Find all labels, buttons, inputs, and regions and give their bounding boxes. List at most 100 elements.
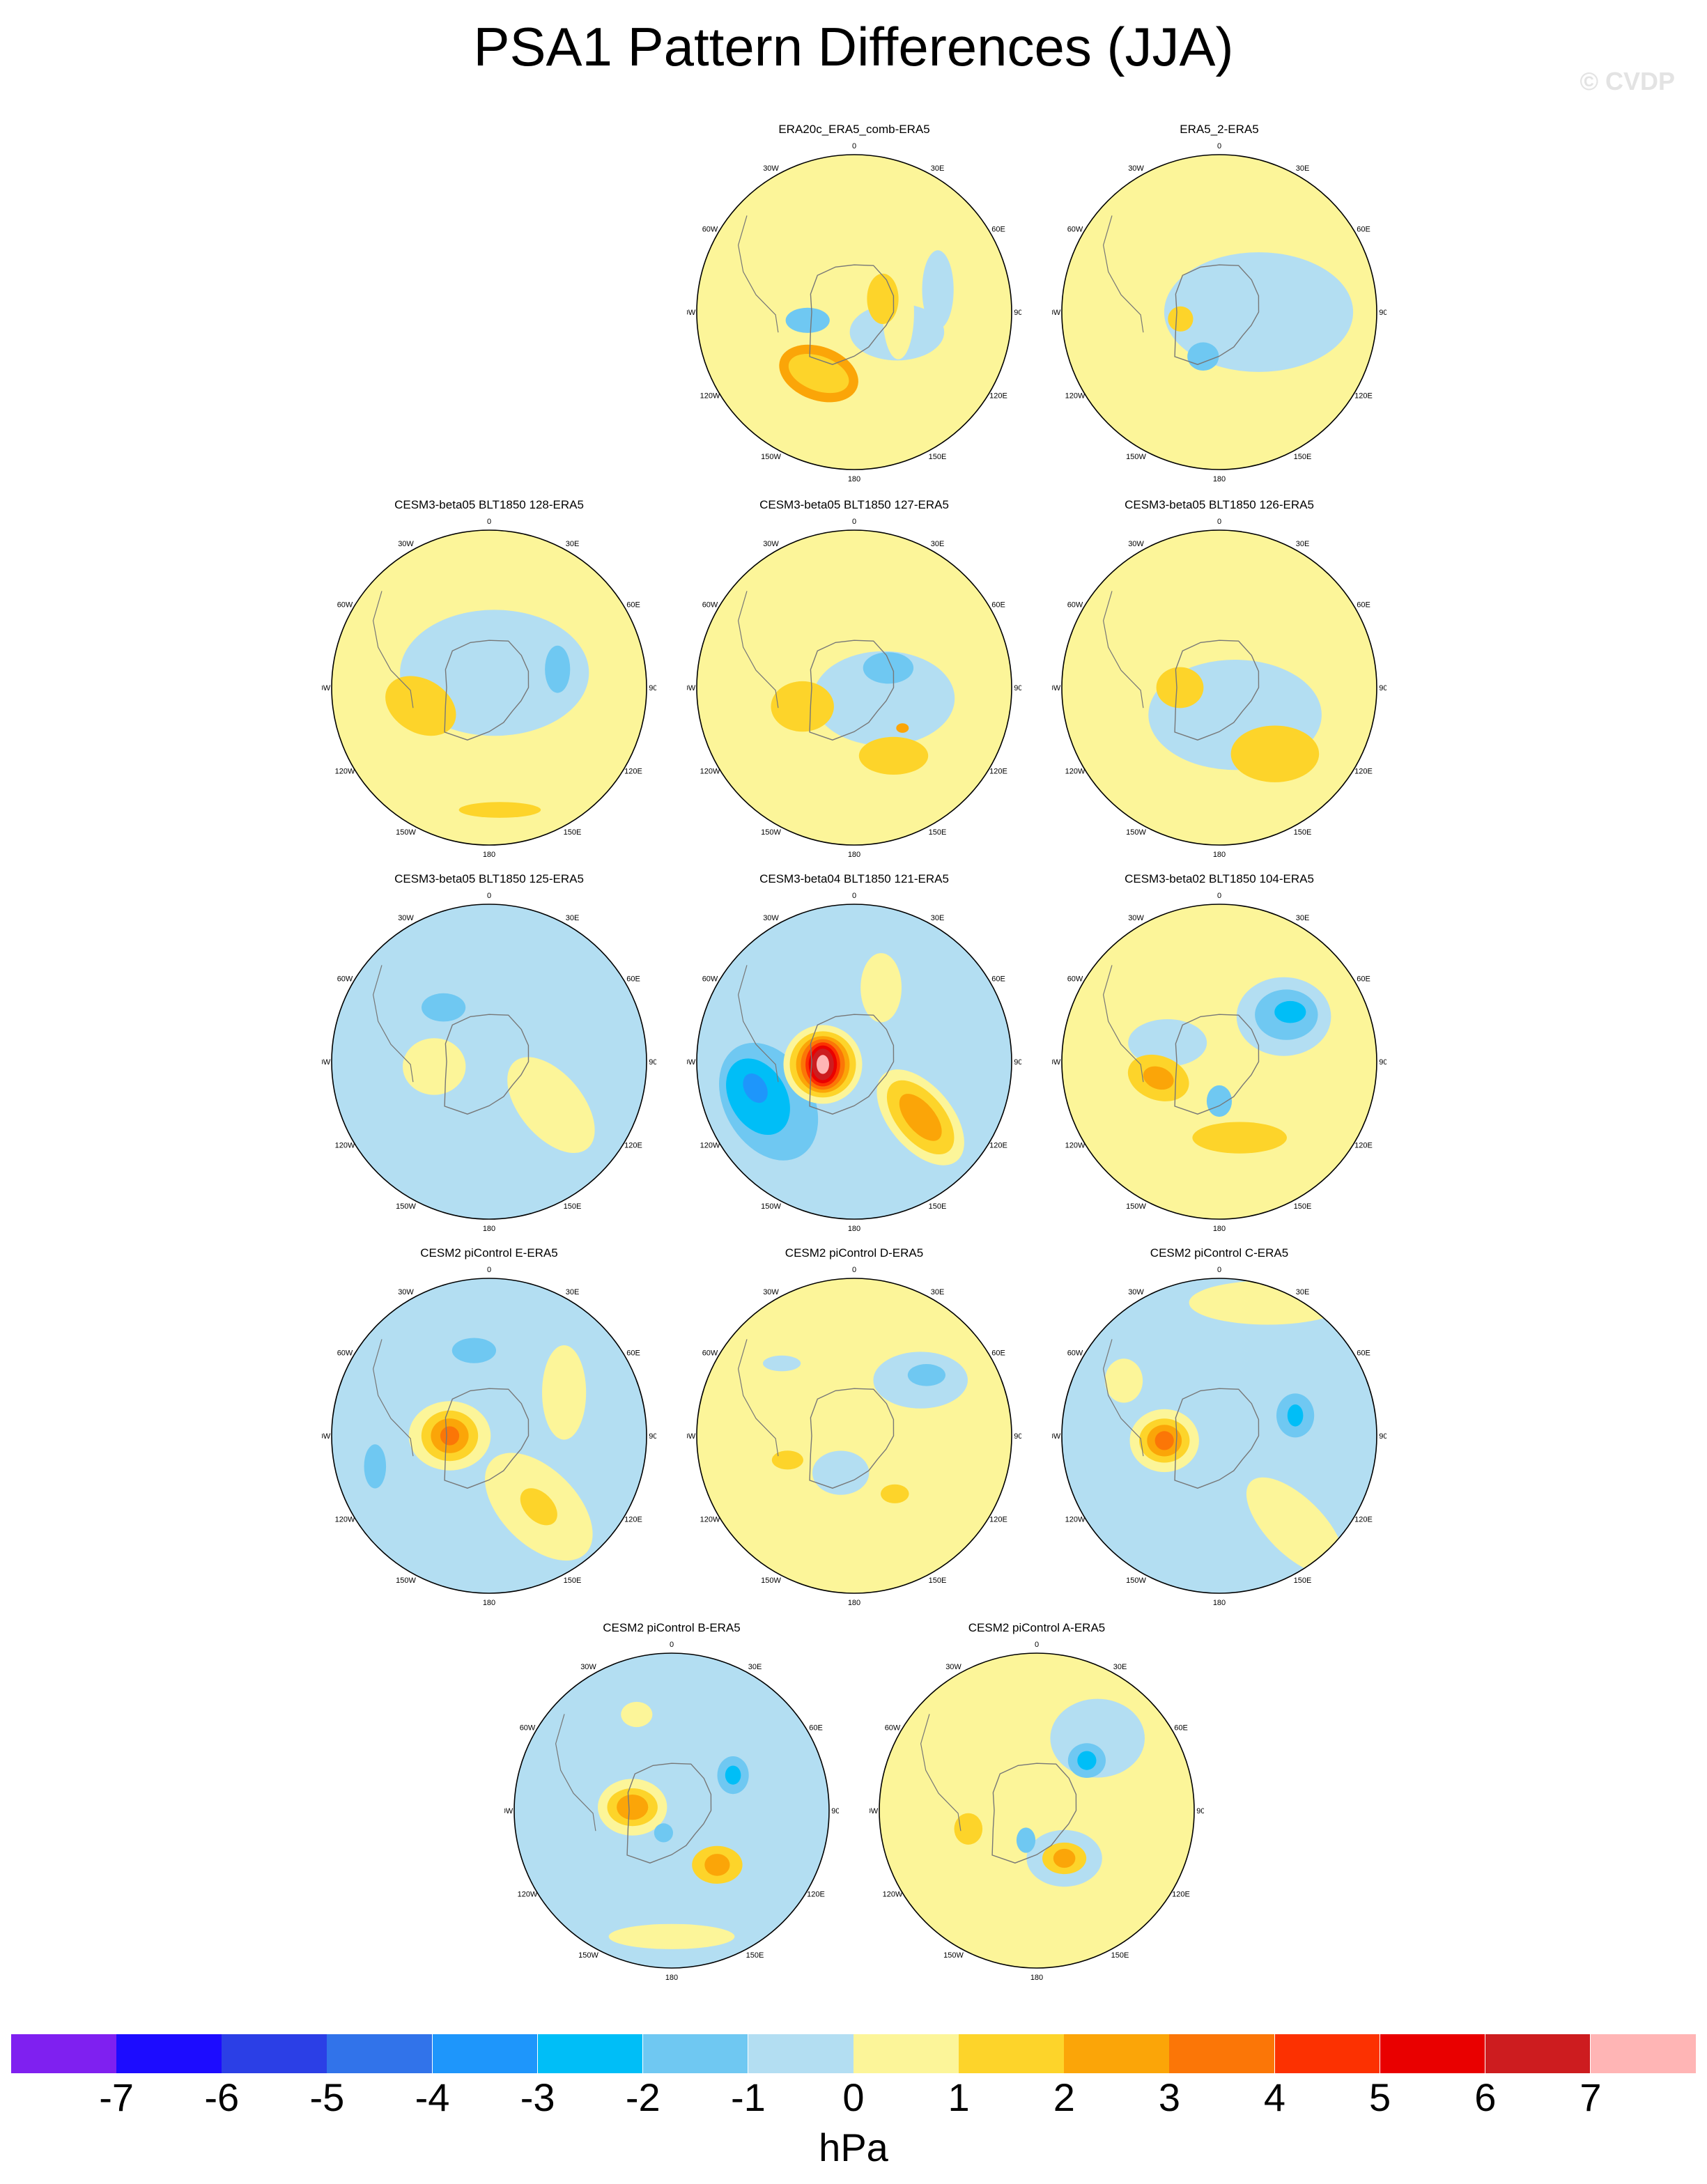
longitude-label: 90W (1052, 684, 1061, 692)
colorbar-tick-label: 6 (1474, 2075, 1497, 2119)
antarctica-coastline (1174, 640, 1260, 741)
longitude-label: 150E (929, 453, 947, 461)
polar-map: 0 30E 60E 90E 120E 150E 180 150W 120W 90W 60W 30W (1052, 1266, 1387, 1607)
longitude-label: 180 (1213, 1599, 1226, 1607)
anomaly-contour (922, 250, 954, 330)
map-border (513, 1652, 830, 1969)
longitude-label: 120E (624, 768, 642, 776)
colorbar-tick-label: 4 (1263, 2075, 1286, 2119)
longitude-label: 60E (626, 1349, 640, 1358)
map-border (1061, 529, 1377, 846)
longitude-label: 150W (1126, 453, 1146, 461)
longitude-label: 120W (700, 1142, 720, 1150)
longitude-label: 30W (763, 164, 779, 173)
antarctica-coastline (1174, 264, 1260, 365)
colorbar-tick-label: -4 (415, 2075, 450, 2119)
colorbar-swatch (1485, 2034, 1591, 2073)
antarctica-coastline (1174, 1014, 1260, 1115)
longitude-label: 120E (989, 1516, 1007, 1524)
longitude-label: 0 (487, 518, 491, 526)
longitude-label: 30W (580, 1663, 596, 1671)
longitude-label: 60W (520, 1724, 536, 1733)
longitude-label: 60E (991, 226, 1005, 234)
longitude-label: 30E (931, 1288, 945, 1296)
longitude-label: 60E (1357, 226, 1370, 234)
panel-title: CESM2 piControl C-ERA5 (1150, 1246, 1289, 1260)
polar-map: 0 30E 60E 90E 120E 150E 180 150W 120W 90W 60W 30W (1052, 892, 1387, 1233)
south-america-coastline (737, 215, 779, 333)
longitude-label: 120W (335, 768, 355, 776)
colorbar-units-label: hPa (819, 2125, 888, 2169)
longitude-label: 0 (852, 142, 856, 150)
longitude-label: 60W (1067, 1349, 1083, 1358)
anomaly-contour (785, 307, 830, 333)
anomaly-contour (725, 1765, 741, 1785)
longitude-label: 90E (1014, 1432, 1021, 1441)
longitude-label: 0 (852, 518, 856, 526)
colorbar-swatch (1274, 2034, 1381, 2073)
longitude-label: 150W (761, 453, 781, 461)
map-background-field (879, 1653, 1194, 1968)
longitude-label: 60E (991, 975, 1005, 984)
antarctica-coastline (809, 264, 895, 365)
longitude-label: 150E (746, 1951, 764, 1960)
anomaly-contour (451, 1338, 496, 1363)
longitude-label: 30W (945, 1663, 961, 1671)
longitude-label: 120E (624, 1142, 642, 1150)
map-border (696, 904, 1012, 1220)
longitude-label: 60W (702, 1349, 718, 1358)
longitude-label: 30E (1296, 1288, 1310, 1296)
map-panel: CESM3-beta04 BLT1850 121-ERA5 0 30E 60E 90E… (687, 872, 1021, 1234)
longitude-label: 150E (929, 1202, 947, 1211)
panel-title: CESM2 piControl D-ERA5 (785, 1246, 924, 1260)
anomaly-contour (1246, 1477, 1345, 1575)
longitude-label: 30E (1296, 540, 1310, 548)
longitude-label: 90W (1052, 1058, 1061, 1067)
longitude-label: 60W (1067, 601, 1083, 610)
anomaly-contour (1206, 1085, 1233, 1117)
longitude-label: 120W (883, 1891, 903, 1899)
longitude-label: 150W (1126, 1577, 1146, 1585)
anomaly-contour (1287, 1404, 1304, 1427)
anomaly-contour (545, 645, 571, 693)
panel-title: CESM3-beta02 BLT1850 104-ERA5 (1125, 872, 1314, 885)
map-panel: ERA5_2-ERA5 0 30E 60E 90E 120E 150E 180 150W 120… (1052, 123, 1387, 485)
polar-map: 0 30E 60E 90E 120E 150E 180 150W 120W 90W 60W 30W (687, 892, 1021, 1233)
longitude-label: 90E (1379, 309, 1387, 317)
longitude-label: 30E (931, 164, 945, 173)
longitude-label: 150W (578, 1951, 598, 1960)
anomaly-contour (1189, 1280, 1347, 1325)
colorbar-swatch (854, 2034, 959, 2073)
longitude-label: 30W (1128, 540, 1144, 548)
polar-map: 0 30E 60E 90E 120E 150E 180 150W 120W 90W 60W 30W (504, 1641, 839, 1982)
south-america-coastline (1102, 215, 1144, 333)
longitude-label: 120W (1065, 1142, 1086, 1150)
longitude-label: 120W (1065, 768, 1086, 776)
longitude-label: 150E (929, 828, 947, 837)
longitude-label: 120E (989, 768, 1007, 776)
longitude-label: 60W (702, 601, 718, 610)
longitude-label: 30E (931, 540, 945, 548)
longitude-label: 150E (564, 828, 582, 837)
anomaly-contour (422, 993, 466, 1022)
longitude-label: 90W (322, 1058, 331, 1067)
colorbar-swatch (1169, 2034, 1275, 2073)
longitude-label: 90E (1379, 1432, 1387, 1441)
anomaly-contour (867, 273, 899, 325)
longitude-label: 120W (1065, 392, 1086, 401)
longitude-label: 90E (1014, 684, 1021, 692)
longitude-label: 120W (700, 768, 720, 776)
anomaly-contour (771, 1450, 803, 1470)
longitude-label: 120W (1065, 1516, 1086, 1524)
anomaly-contour (654, 1823, 673, 1843)
anomaly-contour (763, 1355, 801, 1372)
longitude-label: 150W (943, 1951, 964, 1960)
colorbar-swatch (327, 2034, 433, 2073)
longitude-label: 60W (885, 1724, 901, 1733)
longitude-label: 150W (1126, 1202, 1146, 1211)
colorbar-swatch (642, 2034, 749, 2073)
colorbar-swatch (748, 2034, 854, 2073)
longitude-label: 90W (687, 309, 696, 317)
copyright-watermark: © CVDP (1579, 67, 1675, 95)
colorbar-tick-label: 7 (1579, 2075, 1602, 2119)
